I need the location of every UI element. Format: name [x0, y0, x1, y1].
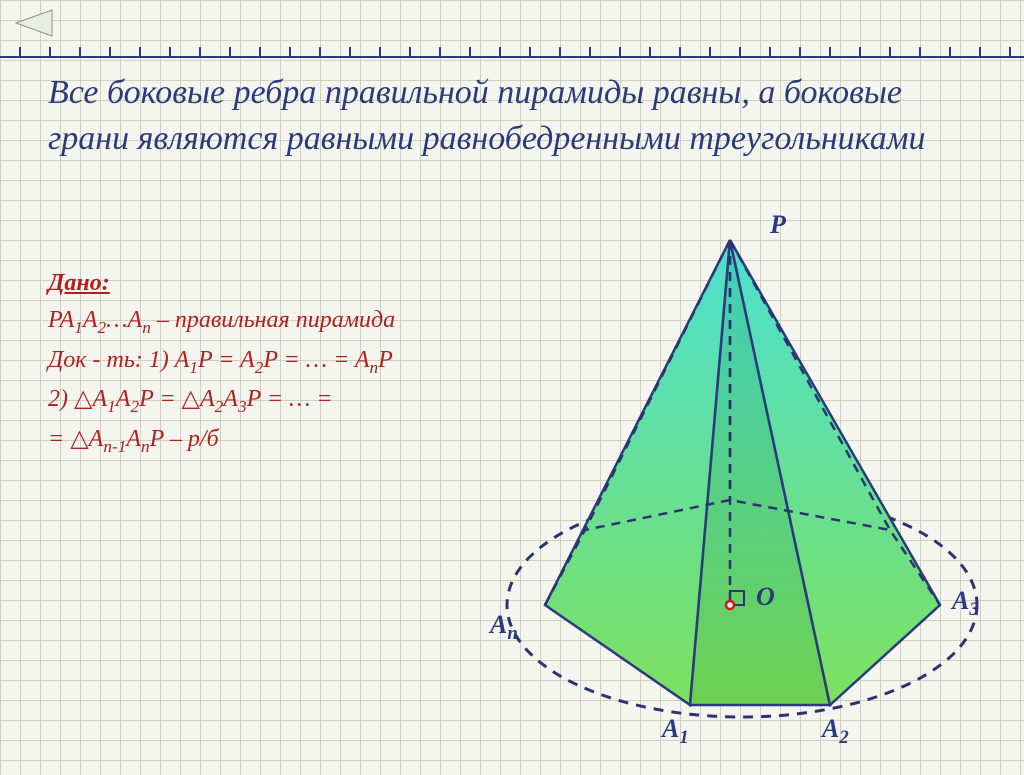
ruler-decoration — [0, 40, 1024, 60]
label-O: О — [756, 582, 775, 612]
given-head: Дано: — [48, 270, 110, 296]
label-A1: А1 — [662, 714, 689, 749]
theorem-title: Все боковые ребра правильной пирамиды ра… — [48, 70, 968, 162]
label-A2: А2 — [822, 714, 849, 749]
label-P: Р — [770, 210, 786, 240]
given-text: Дано: PA1A2…An – правильная пирамида Док… — [48, 265, 488, 461]
label-An: Аn — [490, 610, 518, 645]
label-A3: А3 — [952, 586, 979, 621]
nav-back-icon[interactable] — [12, 8, 56, 38]
pyramid-figure: Р О Аn А1 А2 А3 — [430, 210, 1020, 770]
